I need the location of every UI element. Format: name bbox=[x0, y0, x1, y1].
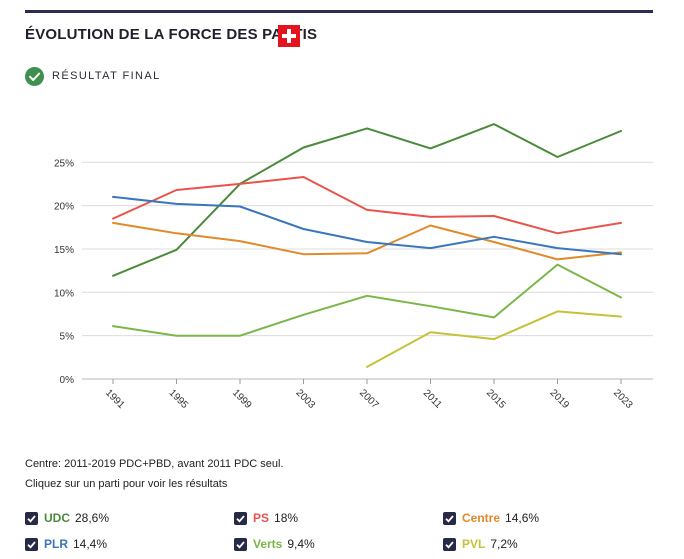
legend-label: UDC bbox=[44, 511, 70, 525]
legend-item-ps[interactable]: PS 18% bbox=[234, 511, 298, 525]
x-tick-label: 1999 bbox=[230, 387, 254, 411]
y-tick-label: 5% bbox=[60, 332, 75, 343]
x-tick-label: 2011 bbox=[421, 388, 444, 411]
checkbox-icon[interactable] bbox=[234, 537, 247, 551]
check-circle-icon bbox=[25, 67, 44, 86]
x-tick-label: 2023 bbox=[611, 387, 635, 411]
checkbox-icon[interactable] bbox=[443, 537, 456, 551]
series-line-udc bbox=[112, 123, 622, 277]
legend-value: 14,6% bbox=[505, 511, 540, 525]
checkbox-icon[interactable] bbox=[25, 537, 38, 551]
legend-label: PS bbox=[253, 511, 270, 525]
x-tick-label: 1995 bbox=[167, 387, 191, 411]
legend-item-verts[interactable]: Verts 9,4% bbox=[234, 537, 315, 551]
series-line-pvl bbox=[366, 310, 622, 368]
legend-value: 28,6% bbox=[75, 511, 110, 525]
footnote: Centre: 2011-2019 PDC+PBD, avant 2011 PD… bbox=[25, 458, 284, 470]
series-line-verts bbox=[112, 263, 622, 337]
y-tick-label: 15% bbox=[54, 245, 74, 256]
y-tick-label: 0% bbox=[60, 375, 75, 386]
legend-label: PLR bbox=[44, 537, 68, 551]
y-tick-label: 10% bbox=[54, 288, 74, 299]
legend-item-centre[interactable]: Centre 14,6% bbox=[443, 511, 539, 525]
legend-value: 14,4% bbox=[73, 537, 108, 551]
series-line-ps bbox=[112, 176, 622, 235]
checkbox-icon[interactable] bbox=[234, 511, 247, 525]
swiss-flag-icon bbox=[278, 25, 300, 47]
legend-item-udc[interactable]: UDC 28,6% bbox=[25, 511, 109, 525]
x-tick-label: 2007 bbox=[357, 387, 381, 411]
legend-item-plr[interactable]: PLR 14,4% bbox=[25, 537, 107, 551]
x-tick-label: 2003 bbox=[294, 387, 318, 411]
status-text: RÉSULTAT FINAL bbox=[52, 70, 161, 82]
chart-title: ÉVOLUTION DE LA FORCE DES PARTIS bbox=[25, 26, 318, 43]
y-tick-label: 25% bbox=[54, 158, 74, 169]
legend-label: Verts bbox=[253, 537, 283, 551]
legend-value: 9,4% bbox=[287, 537, 315, 551]
instruction-text: Cliquez sur un parti pour voir les résul… bbox=[25, 478, 228, 490]
y-tick-label: 20% bbox=[54, 202, 74, 213]
legend-label: Centre bbox=[462, 511, 501, 525]
legend-value: 18% bbox=[274, 511, 299, 525]
legend-label: PVL bbox=[462, 537, 486, 551]
top-rule bbox=[25, 10, 653, 13]
x-tick-label: 2015 bbox=[484, 387, 508, 411]
series-line-centre bbox=[112, 221, 622, 261]
checkbox-icon[interactable] bbox=[443, 511, 456, 525]
line-chart: 0% 5% 10% 15% 20% 25% 1991 1995 1999 2003 2007 2011… bbox=[54, 123, 653, 411]
series-line-plr bbox=[112, 195, 622, 256]
x-tick-label: 2019 bbox=[548, 387, 572, 411]
legend-item-pvl[interactable]: PVL 7,2% bbox=[443, 537, 518, 551]
x-tick-label: 1991 bbox=[103, 387, 127, 411]
legend-value: 7,2% bbox=[490, 537, 518, 551]
checkbox-icon[interactable] bbox=[25, 511, 38, 525]
